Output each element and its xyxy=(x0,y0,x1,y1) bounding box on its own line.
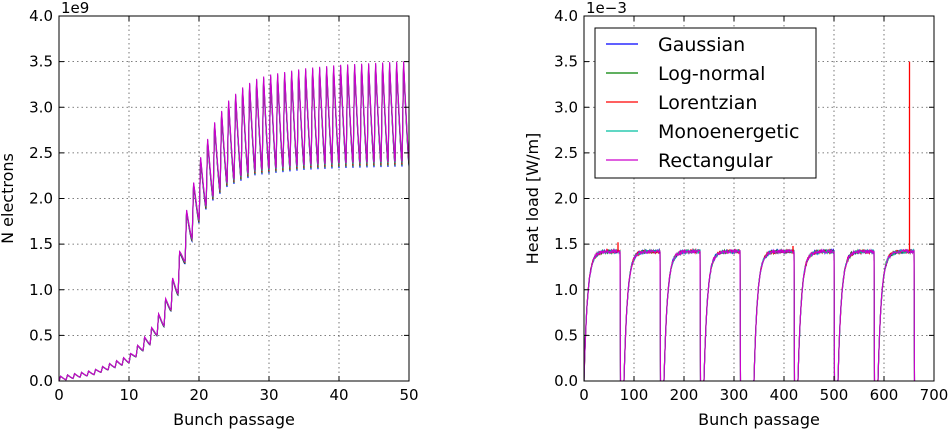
y-tick-label: 2.5 xyxy=(29,144,53,162)
series-line-gaussian xyxy=(584,248,934,381)
y-tick-label: 4.0 xyxy=(29,7,53,25)
y-axis-label: Heat load [W/m] xyxy=(523,133,542,265)
x-tick-label: 40 xyxy=(329,386,348,404)
y-tick-label: 1.5 xyxy=(29,235,53,253)
x-tick-label: 200 xyxy=(670,386,699,404)
y-tick-label: 4.0 xyxy=(554,7,578,25)
x-tick-label: 20 xyxy=(189,386,208,404)
axis-offset-label: 1e−3 xyxy=(586,0,627,17)
y-axis-label: N electrons xyxy=(0,153,17,244)
legend-label-monoenergetic: Monoenergetic xyxy=(658,121,800,143)
x-tick-label: 100 xyxy=(620,386,649,404)
series-line-rectangular xyxy=(59,61,409,381)
x-tick-label: 500 xyxy=(820,386,849,404)
series-layer xyxy=(584,61,934,381)
grid-lines xyxy=(59,16,409,381)
x-tick-label: 10 xyxy=(119,386,138,404)
y-tick-label: 1.0 xyxy=(29,281,53,299)
axis-offset-label: 1e9 xyxy=(61,0,89,17)
legend-label-gaussian: Gaussian xyxy=(658,34,745,56)
x-tick-label: 0 xyxy=(579,386,589,404)
y-tick-label: 1.5 xyxy=(554,235,578,253)
legend: Gaussian Log-normal Lorentzian Monoenergeti… xyxy=(594,27,817,179)
x-tick-label: 400 xyxy=(770,386,799,404)
y-tick-label: 0.5 xyxy=(29,326,53,344)
y-tick-label: 0.0 xyxy=(29,372,53,390)
legend-label-log-normal: Log-normal xyxy=(658,63,765,85)
series-line-rectangular xyxy=(584,248,934,381)
x-tick-label: 600 xyxy=(870,386,899,404)
y-tick-label: 3.0 xyxy=(554,98,578,116)
series-line-lorentzian xyxy=(584,248,934,381)
y-tick-label: 0.0 xyxy=(554,372,578,390)
legend-label-rectangular: Rectangular xyxy=(658,150,773,172)
y-tick-label: 3.5 xyxy=(554,53,578,71)
series-layer xyxy=(59,61,409,381)
y-tick-label: 3.0 xyxy=(29,98,53,116)
y-tick-label: 2.0 xyxy=(29,190,53,208)
y-tick-label: 3.5 xyxy=(29,53,53,71)
ticks: 0 100 200 300 400 500 600 700 0.0 0.5 1.0 1.5 2.0 2.5… xyxy=(554,7,948,404)
x-tick-label: 0 xyxy=(54,386,64,404)
legend-label-lorentzian: Lorentzian xyxy=(658,92,757,114)
x-tick-label: 50 xyxy=(399,386,418,404)
series-line-log-normal xyxy=(584,247,934,381)
series-line-monoenergetic xyxy=(584,247,934,381)
left-plot-panel: 0 10 20 30 40 50 0.0 0.5 1.0 1.5 2.0 2.5 3.0 3.5 4.0 1e… xyxy=(0,0,419,429)
right-plot-panel: 0 100 200 300 400 500 600 700 0.0 0.5 1.0 1.5 2.0 2.5… xyxy=(523,0,948,429)
x-axis-label: Bunch passage xyxy=(173,410,295,429)
x-axis-label: Bunch passage xyxy=(698,410,820,429)
y-tick-label: 0.5 xyxy=(554,326,578,344)
ticks: 0 10 20 30 40 50 0.0 0.5 1.0 1.5 2.0 2.5 3.0 3.5 4.0 xyxy=(29,7,418,404)
y-tick-label: 2.5 xyxy=(554,144,578,162)
y-tick-label: 1.0 xyxy=(554,281,578,299)
y-tick-label: 2.0 xyxy=(554,190,578,208)
x-tick-label: 300 xyxy=(720,386,749,404)
x-tick-label: 30 xyxy=(259,386,278,404)
x-tick-label: 700 xyxy=(920,386,949,404)
legend-box xyxy=(594,27,817,179)
